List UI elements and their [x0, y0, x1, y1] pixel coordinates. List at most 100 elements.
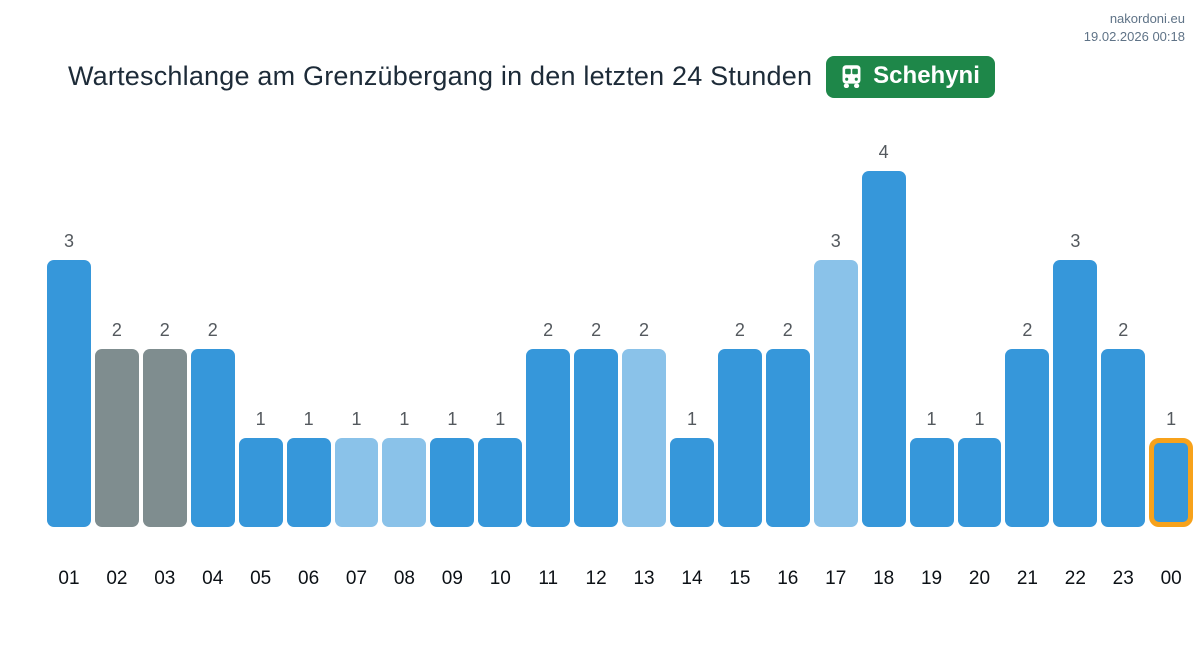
- bar-column: 2 04: [190, 106, 235, 590]
- bar-value-label: 2: [591, 320, 602, 340]
- crossing-badge[interactable]: Schehyni: [826, 56, 995, 98]
- bar: [94, 349, 139, 527]
- bar-value-label: 1: [495, 409, 506, 429]
- bar-column: 3 01: [47, 106, 91, 590]
- bar-value-label: 2: [111, 320, 122, 340]
- x-axis-label: 04: [202, 568, 224, 589]
- bar-value-label: 3: [63, 231, 74, 251]
- bar-value-label: 1: [686, 409, 697, 429]
- bar: [238, 438, 283, 527]
- bar-value-label: 2: [734, 320, 745, 340]
- x-axis-label: 08: [393, 568, 415, 589]
- page-title: Warteschlange am Grenzübergang in den le…: [68, 61, 813, 92]
- bar-column: 2 15: [717, 106, 762, 590]
- bar-column: 1 19: [909, 106, 954, 590]
- x-axis-label: 18: [873, 568, 895, 589]
- x-axis-label: 17: [825, 568, 847, 589]
- bar-value-label: 1: [1166, 409, 1177, 429]
- bar-value-label: 1: [303, 409, 314, 429]
- bar-value-label: 3: [1070, 231, 1081, 251]
- bar: [957, 438, 1002, 527]
- x-axis-label: 23: [1112, 568, 1134, 589]
- bar-column: 2 11: [526, 106, 571, 590]
- bar-column: 1 00: [1149, 106, 1194, 590]
- x-axis-label: 05: [250, 568, 272, 589]
- bar: [1101, 349, 1146, 527]
- bar-value-label: 2: [159, 320, 170, 340]
- x-axis-label: 02: [106, 568, 128, 589]
- x-axis-label: 14: [681, 568, 703, 589]
- bar-column: 2 23: [1101, 106, 1146, 590]
- site-name: nakordoni.eu: [1109, 11, 1185, 26]
- bar-column: 2 16: [765, 106, 810, 590]
- bar-column: 1 06: [286, 106, 331, 590]
- bar: [47, 260, 91, 527]
- x-axis-label: 01: [58, 568, 80, 589]
- bar-column: 3 22: [1053, 106, 1098, 590]
- bar-column: 1 08: [382, 106, 427, 590]
- bar-current-hour: [1149, 438, 1194, 527]
- x-axis-label: 07: [345, 568, 368, 589]
- x-axis-label: 12: [585, 568, 607, 589]
- bar-column: 2 02: [94, 106, 139, 590]
- bar: [909, 438, 954, 527]
- bar: [526, 349, 571, 527]
- bar-value-label: 1: [351, 409, 362, 429]
- bar: [1053, 260, 1098, 527]
- bar-value-label: 2: [1118, 320, 1129, 340]
- bar-value-label: 1: [255, 409, 266, 429]
- x-axis-label: 20: [968, 568, 991, 589]
- bar: [574, 349, 619, 527]
- x-axis-label: 16: [777, 568, 799, 589]
- bar: [430, 438, 475, 527]
- bar: [861, 171, 906, 527]
- x-axis-label: 03: [154, 568, 176, 589]
- x-axis-label: 13: [633, 568, 655, 589]
- bar-column: 1 09: [430, 106, 475, 590]
- bar: [622, 349, 666, 527]
- bar: [669, 438, 714, 527]
- bar: [286, 438, 331, 527]
- timestamp: 19.02.2026 00:18: [1083, 28, 1185, 44]
- bar-value-label: 2: [782, 320, 793, 340]
- bar-chart: 3 01 2 02 2 03 2 04 1 05 1 06 1 07 1 08 1 09 1 10 2 11 2 12 2 13 1…: [47, 106, 1194, 590]
- x-axis-label: 11: [538, 568, 559, 589]
- bar-column: 1 10: [478, 106, 523, 590]
- bar-column: 1 20: [957, 106, 1002, 590]
- bar-value-label: 1: [974, 409, 985, 429]
- x-axis-label: 19: [920, 568, 943, 589]
- bus-icon: [839, 64, 864, 89]
- x-axis-label: 10: [489, 568, 511, 589]
- bar: [717, 349, 762, 527]
- bar-value-label: 2: [1022, 320, 1033, 340]
- bar: [190, 349, 235, 527]
- bar: [142, 349, 187, 527]
- bar: [382, 438, 427, 527]
- x-axis-label: 15: [729, 568, 751, 589]
- site-meta: nakordoni.eu 19.02.2026 00:18: [1084, 10, 1185, 45]
- bar-value-label: 2: [543, 320, 554, 340]
- x-axis-label: 06: [298, 568, 320, 589]
- bar-column: 2 12: [574, 106, 619, 590]
- x-axis-label: 00: [1160, 568, 1182, 589]
- bar-value-label: 2: [207, 320, 218, 340]
- bar-column: 1 07: [334, 106, 379, 590]
- x-axis-label: 09: [441, 568, 463, 589]
- bar: [334, 438, 379, 527]
- bar-value-label: 1: [399, 409, 410, 429]
- bar-column: 4 18: [861, 106, 906, 590]
- bar-column: 3 17: [813, 106, 858, 590]
- bar: [813, 260, 858, 527]
- bar: [1005, 349, 1050, 527]
- bar: [765, 349, 810, 527]
- x-axis-label: 22: [1064, 568, 1086, 589]
- bar-column: 2 03: [142, 106, 187, 590]
- x-axis-label: 21: [1016, 568, 1038, 589]
- bar-column: 2 21: [1005, 106, 1050, 590]
- bar-value-label: 1: [447, 409, 458, 429]
- bar-value-label: 3: [830, 231, 841, 251]
- bar-value-label: 1: [926, 409, 937, 429]
- bar-column: 1 14: [669, 106, 714, 590]
- bar: [478, 438, 523, 527]
- bar-value-label: 2: [639, 320, 650, 340]
